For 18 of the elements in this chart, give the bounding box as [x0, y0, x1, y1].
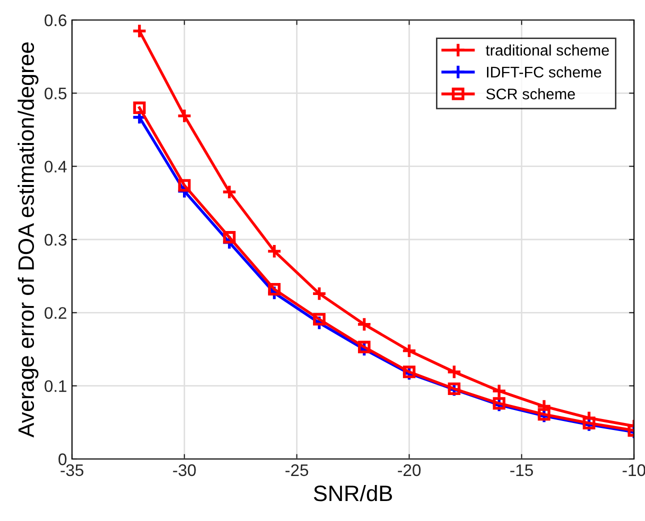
x-tick-label: -35 [60, 464, 84, 476]
legend-label: traditional scheme [486, 44, 609, 56]
x-tick-label: -10 [622, 464, 645, 476]
y-tick-label: 0.6 [44, 14, 66, 26]
y-tick-label: 0.1 [44, 380, 66, 392]
x-tick-label: -20 [398, 464, 421, 476]
y-tick-label: 0.3 [44, 234, 66, 246]
y-tick-label: 0 [58, 453, 66, 466]
legend-label: SCR scheme [486, 88, 575, 100]
y-tick-label: 0.2 [44, 307, 66, 319]
y-tick-label: 0.5 [44, 88, 66, 100]
y-axis-title: Average error of DOA estimation/degree [18, 42, 38, 438]
x-tick-label: -25 [285, 464, 308, 476]
x-tick-label: -15 [510, 464, 533, 476]
x-tick-label: -30 [173, 464, 196, 476]
legend-label: IDFT-FC scheme [486, 66, 602, 78]
y-tick-label: 0.4 [44, 160, 67, 173]
x-axis-title: SNR/dB [314, 484, 392, 502]
